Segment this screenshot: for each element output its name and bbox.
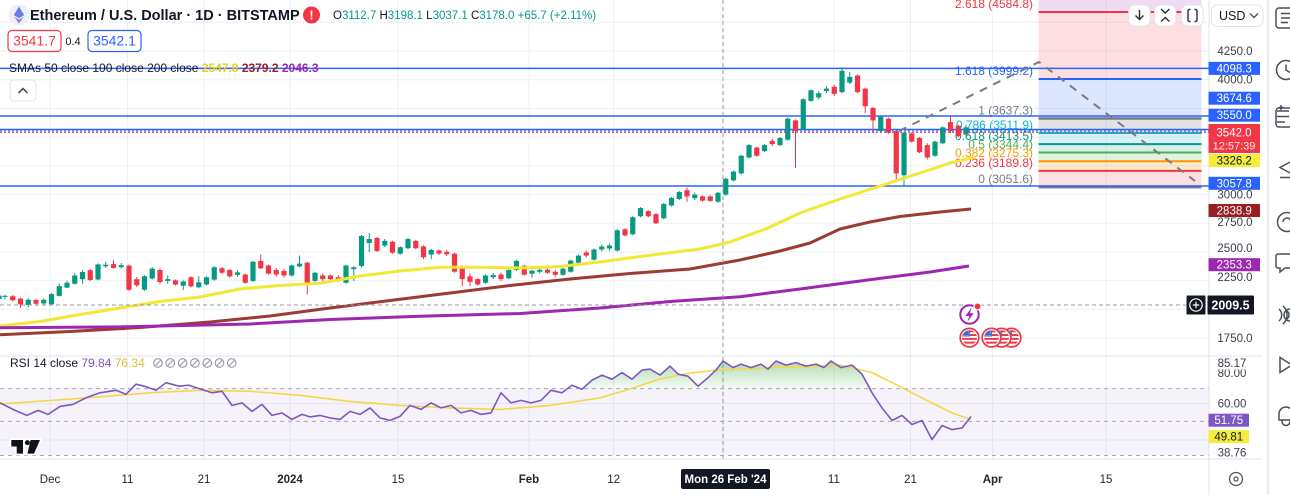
svg-text:0.236 (3189.8): 0.236 (3189.8) (955, 156, 1033, 170)
svg-text:0.786 (3511.9): 0.786 (3511.9) (956, 118, 1033, 132)
svg-text:3542.0: 3542.0 (1216, 128, 1251, 140)
svg-text:3057.8: 3057.8 (1217, 178, 1252, 190)
svg-text:3674.6: 3674.6 (1217, 93, 1252, 105)
svg-text:21: 21 (904, 474, 917, 486)
svg-text:2.618 (4584.8): 2.618 (4584.8) (955, 0, 1033, 11)
svg-text:3541.7: 3541.7 (13, 33, 56, 49)
svg-text:11: 11 (122, 474, 134, 486)
svg-text:21: 21 (198, 474, 211, 486)
svg-text:12: 12 (607, 474, 620, 486)
svg-text:1 (3637.3): 1 (3637.3) (978, 104, 1033, 118)
svg-text:11: 11 (828, 474, 840, 486)
svg-text:51.75: 51.75 (1214, 415, 1243, 427)
svg-text:15: 15 (392, 474, 405, 486)
svg-text:4098.3: 4098.3 (1217, 63, 1252, 75)
svg-text:2500.0: 2500.0 (1217, 243, 1252, 255)
svg-text:3000.0: 3000.0 (1217, 190, 1252, 202)
svg-text:3550.0: 3550.0 (1217, 110, 1252, 122)
svg-text:USD: USD (1219, 9, 1245, 23)
svg-text:Feb: Feb (519, 474, 539, 486)
svg-text:!: ! (309, 9, 313, 23)
svg-text:80.00: 80.00 (1218, 368, 1247, 380)
svg-text:60.00: 60.00 (1218, 399, 1247, 411)
svg-text:1750.0: 1750.0 (1217, 333, 1252, 345)
svg-text:3326.2: 3326.2 (1217, 156, 1252, 168)
svg-text:0 (3051.6): 0 (3051.6) (978, 172, 1033, 186)
svg-text:49.81: 49.81 (1214, 432, 1243, 444)
svg-text:2750.0: 2750.0 (1217, 217, 1252, 229)
svg-text:2353.3: 2353.3 (1217, 260, 1252, 272)
svg-text:2009.5: 2009.5 (1211, 299, 1249, 313)
svg-text:O3112.7 H3198.1 L3037.1 C3178.: O3112.7 H3198.1 L3037.1 C3178.0 +65.7 (+… (333, 10, 596, 22)
svg-text:Dec: Dec (40, 474, 61, 486)
svg-text:Apr: Apr (983, 474, 1003, 486)
svg-text:85.17: 85.17 (1218, 358, 1247, 370)
svg-text:12:57:39: 12:57:39 (1213, 141, 1256, 153)
svg-text:0.4: 0.4 (65, 36, 80, 48)
svg-text:2250.0: 2250.0 (1217, 272, 1252, 284)
svg-text:Ethereum / U.S. Dollar · 1D ·: Ethereum / U.S. Dollar · 1D · BITSTAMP (30, 8, 300, 24)
svg-text:4250.0: 4250.0 (1217, 46, 1252, 58)
svg-text:0.5 (3344.4): 0.5 (3344.4) (968, 138, 1033, 152)
svg-text:2838.9: 2838.9 (1217, 206, 1252, 218)
svg-text:RSI 14 close 79.84 76.34: RSI 14 close 79.84 76.34 (10, 356, 145, 370)
svg-text:38.76: 38.76 (1218, 447, 1247, 459)
svg-text:3542.1: 3542.1 (93, 33, 136, 49)
svg-text:15: 15 (1100, 474, 1113, 486)
svg-text:2024: 2024 (277, 474, 303, 486)
svg-text:SMAs 50 close 100 close 200 cl: SMAs 50 close 100 close 200 close 2547.8… (9, 61, 319, 75)
svg-text:Mon 26 Feb '24: Mon 26 Feb '24 (685, 474, 768, 486)
svg-text:4000.0: 4000.0 (1217, 75, 1252, 87)
